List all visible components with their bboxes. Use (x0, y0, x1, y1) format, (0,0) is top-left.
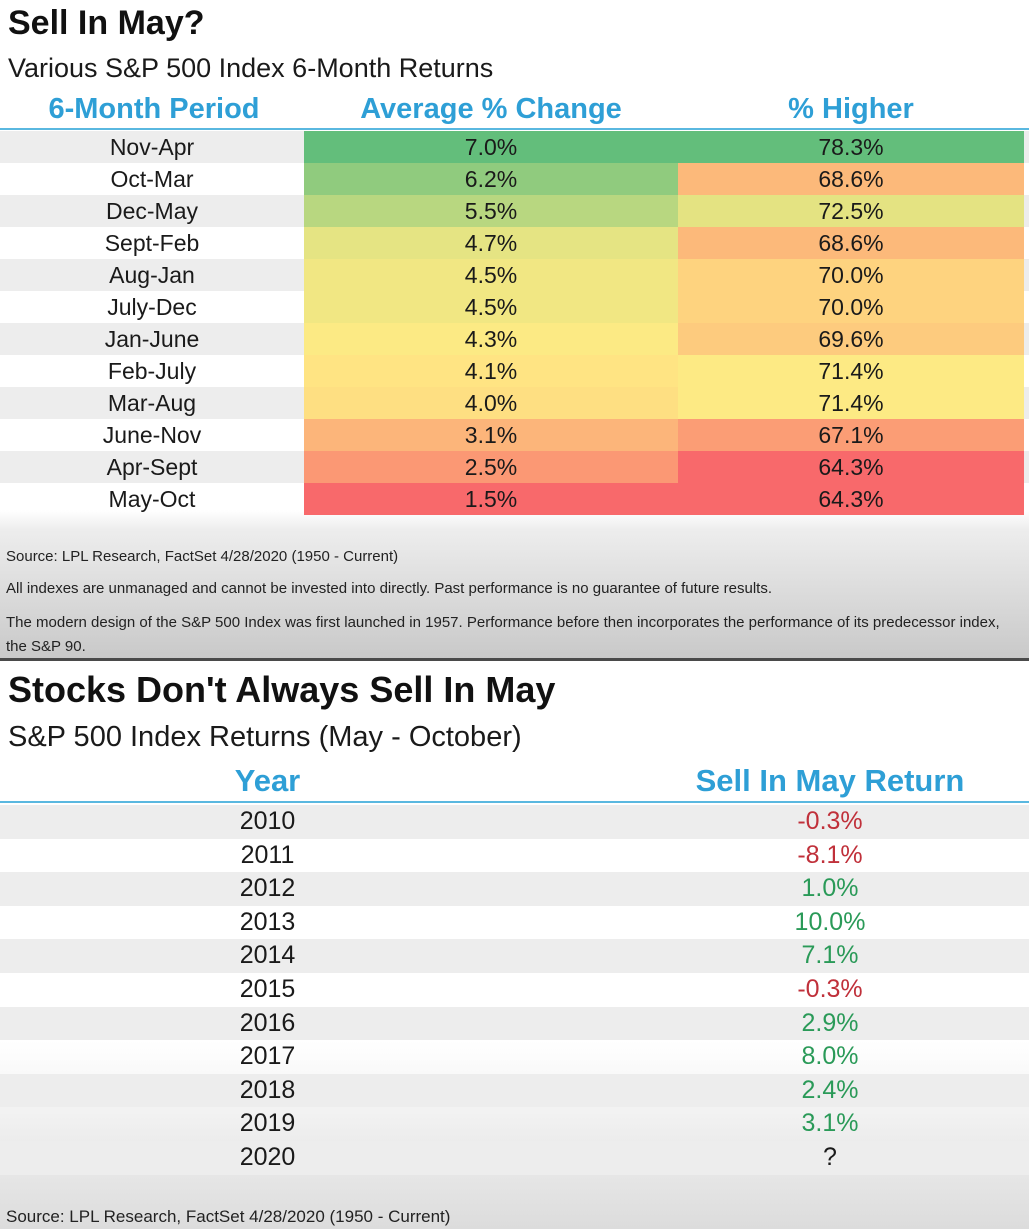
return-cell: 3.1% (801, 1109, 859, 1138)
pct-higher-cell: 70.0% (678, 291, 1024, 323)
avg-change-cell: 4.1% (304, 355, 678, 387)
source-note-2: Source: LPL Research, FactSet 4/28/2020 … (6, 1207, 451, 1226)
pct-higher-cell: 64.3% (678, 483, 1024, 515)
design-note: The modern design of the S&P 500 Index w… (6, 614, 1000, 655)
source-note: Source: LPL Research, FactSet 4/28/2020 … (6, 548, 399, 565)
col-header-year: Year (234, 763, 301, 798)
table-row: 2017 8.0% (0, 1040, 1029, 1074)
col-header-period: 6-Month Period (48, 93, 260, 125)
return-cell: 10.0% (794, 907, 866, 936)
avg-change-cell: 3.1% (304, 419, 678, 451)
pct-higher-cell: 67.1% (678, 419, 1024, 451)
table-row: 2013 10.0% (0, 906, 1029, 940)
table-row: 2014 7.1% (0, 939, 1029, 973)
year-cell: 2014 (239, 941, 296, 970)
table-row: May-Oct 1.5% 64.3% (0, 483, 1029, 515)
period-cell: Aug-Jan (109, 262, 195, 288)
table-row: Jan-June 4.3% 69.6% (0, 323, 1029, 355)
period-cell: Jan-June (104, 326, 200, 352)
table-row: Aug-Jan 4.5% 70.0% (0, 259, 1029, 291)
year-cell: 2017 (239, 1042, 296, 1071)
pct-higher-cell: 64.3% (678, 451, 1024, 483)
panel2-title: Stocks Don't Always Sell In May (8, 669, 556, 710)
panel-divider (0, 658, 1029, 661)
table-row: 2015 -0.3% (0, 973, 1029, 1007)
return-cell: -0.3% (797, 975, 863, 1003)
period-cell: June-Nov (102, 422, 202, 448)
table-row: 2020? (0, 1141, 1029, 1175)
avg-change-cell: 1.5% (304, 483, 678, 515)
period-cell: Nov-Apr (109, 134, 195, 160)
period-cell: Feb-July (107, 358, 197, 384)
pct-higher-cell: 68.6% (678, 227, 1024, 259)
year-cell: 2020 (239, 1143, 296, 1171)
table-row: Mar-Aug 4.0% 71.4% (0, 387, 1029, 419)
disclaimer-note: All indexes are unmanaged and cannot be … (6, 580, 773, 597)
period-cell: Apr-Sept (106, 454, 198, 480)
return-cell: 8.0% (801, 1042, 859, 1071)
avg-change-cell: 4.5% (304, 291, 678, 323)
panel1-subtitle: Various S&P 500 Index 6-Month Returns (8, 53, 494, 83)
table-row: Dec-May 5.5% 72.5% (0, 195, 1029, 227)
table-row: June-Nov 3.1% 67.1% (0, 419, 1029, 451)
table-row: 2018 2.4% (0, 1073, 1029, 1108)
return-cell: -8.1% (797, 840, 863, 869)
avg-change-cell: 2.5% (304, 451, 678, 483)
return-cell: ? (823, 1143, 837, 1171)
col-header-sell-in-may-return: Sell In May Return (695, 763, 965, 798)
sell-in-may-panel: Sell In May? Various S&P 500 Index 6-Mon… (0, 0, 1029, 658)
pct-higher-cell: 69.6% (678, 323, 1024, 355)
pct-higher-cell: 71.4% (678, 355, 1024, 387)
table-row: Apr-Sept 2.5% 64.3% (0, 451, 1029, 483)
table-row: 2019 3.1% (0, 1107, 1029, 1141)
year-cell: 2015 (239, 975, 296, 1003)
year-cell: 2019 (239, 1109, 296, 1138)
avg-change-cell: 5.5% (304, 195, 678, 227)
return-cell: -0.3% (797, 807, 863, 835)
period-cell: May-Oct (108, 486, 196, 512)
return-cell: 2.4% (801, 1075, 859, 1104)
header-rule-2 (0, 801, 1029, 803)
table-row: Feb-July 4.1% 71.4% (0, 355, 1029, 387)
pct-higher-cell: 78.3% (678, 131, 1024, 163)
pct-higher-cell: 68.6% (678, 163, 1024, 195)
pct-higher-cell: 71.4% (678, 387, 1024, 419)
avg-change-cell: 4.0% (304, 387, 678, 419)
year-cell: 2016 (239, 1008, 296, 1037)
table-row: 2016 2.9% (0, 1006, 1029, 1041)
year-cell: 2010 (239, 807, 296, 835)
table-row: July-Dec 4.5% 70.0% (0, 291, 1029, 323)
period-cell: July-Dec (107, 294, 197, 320)
table-row: Nov-Apr 7.0% 78.3% (0, 131, 1029, 163)
avg-change-cell: 4.5% (304, 259, 678, 291)
col-header-pct-higher: % Higher (788, 93, 914, 125)
table-row: 2011 -8.1% (0, 839, 1029, 873)
period-cell: Oct-Mar (110, 166, 194, 192)
period-cell: Sept-Feb (104, 230, 200, 256)
panel2-subtitle: S&P 500 Index Returns (May - October) (8, 721, 522, 753)
return-cell: 7.1% (801, 941, 859, 970)
year-cell: 2011 (240, 840, 295, 869)
pct-higher-cell: 72.5% (678, 195, 1024, 227)
stocks-dont-sell-panel: Stocks Don't Always Sell In May S&P 500 … (0, 661, 1029, 1229)
table-row: 2010 -0.3% (0, 805, 1029, 839)
panel1-title: Sell In May? (8, 4, 205, 42)
table-row: 2012 1.0% (0, 872, 1029, 906)
avg-change-cell: 6.2% (304, 163, 678, 195)
col-header-avg-change: Average % Change (360, 93, 622, 125)
avg-change-cell: 4.7% (304, 227, 678, 259)
pct-higher-cell: 70.0% (678, 259, 1024, 291)
year-cell: 2012 (239, 874, 296, 903)
period-cell: Mar-Aug (107, 390, 197, 416)
avg-change-cell: 4.3% (304, 323, 678, 355)
header-rule (0, 128, 1029, 130)
year-cell: 2013 (239, 907, 296, 936)
return-cell: 1.0% (801, 874, 859, 903)
period-cell: Dec-May (105, 198, 198, 224)
avg-change-cell: 7.0% (304, 131, 678, 163)
table-row: Oct-Mar 6.2% 68.6% (0, 163, 1029, 195)
return-cell: 2.9% (801, 1008, 859, 1037)
table-row: Sept-Feb 4.7% 68.6% (0, 227, 1029, 259)
year-cell: 2018 (239, 1075, 296, 1104)
